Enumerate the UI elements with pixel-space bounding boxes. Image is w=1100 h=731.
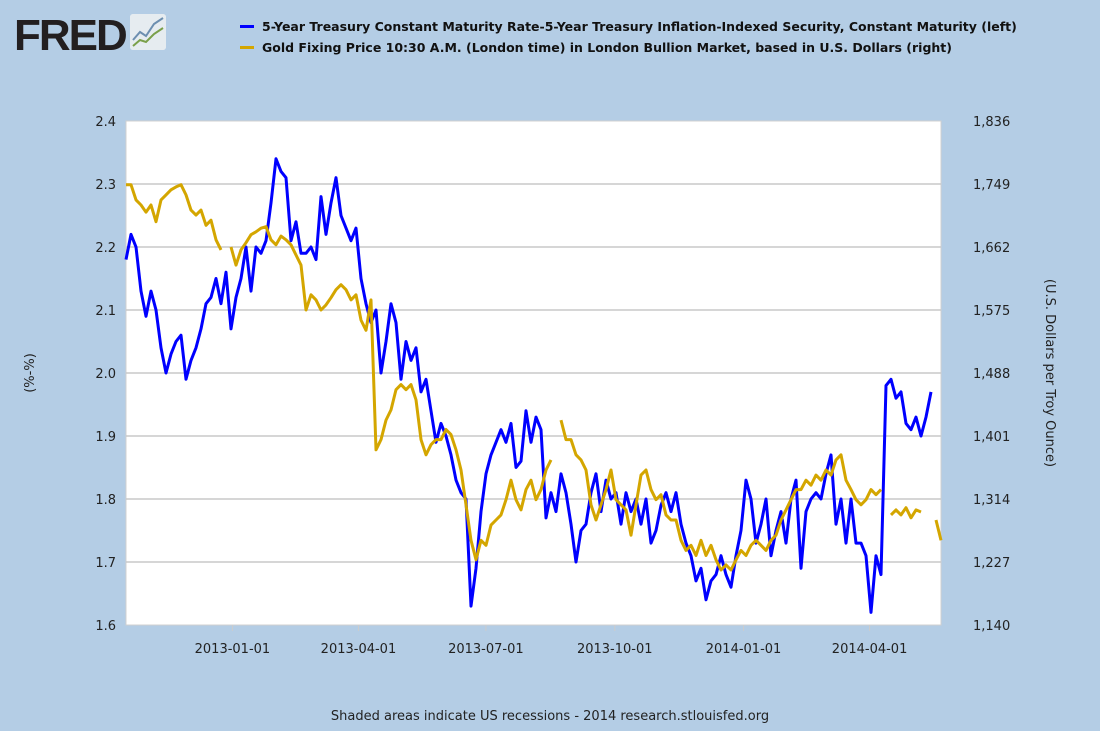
x-tick-label: 2013-04-01 [321,642,397,657]
legend-item-series2: Gold Fixing Price 10:30 A.M. (London tim… [240,39,1020,56]
y-tick-label-left: 2.4 [95,115,116,130]
y-tick-label-right: 1,749 [973,178,1010,193]
series-line-gold-price [126,183,943,572]
y-tick-label-right: 1,140 [973,619,1010,634]
y-tick-label-right: 1,227 [973,556,1010,571]
chart-legend: 5-Year Treasury Constant Maturity Rate-5… [240,18,1020,60]
y-tick-label-right: 1,488 [973,367,1010,382]
chart-logo-icon [129,14,166,50]
y-tick-label-left: 2.2 [95,241,116,256]
y-tick-label-left: 2.0 [95,367,116,382]
y-tick-label-left: 1.7 [95,556,116,571]
y-axis-label-right: (U.S. Dollars per Troy Ounce) [1042,279,1057,467]
x-tick-label: 2013-07-01 [448,642,524,657]
fred-logo[interactable]: FRED [14,14,166,58]
y-tick-label-right: 1,836 [973,115,1010,130]
y-tick-label-left: 1.9 [95,430,116,445]
logo-text: FRED [14,11,128,60]
x-tick-label: 2014-04-01 [832,642,908,657]
x-tick-label: 2013-01-01 [195,642,271,657]
legend-label-series1: 5-Year Treasury Constant Maturity Rate-5… [262,19,1017,34]
x-tick-label: 2013-10-01 [577,642,653,657]
y-tick-label-left: 1.6 [95,619,116,634]
y-tick-label-right: 1,401 [973,430,1010,445]
y-tick-label-right: 1,662 [973,241,1010,256]
legend-item-series1: 5-Year Treasury Constant Maturity Rate-5… [240,18,1020,35]
y-tick-label-left: 2.1 [95,304,116,319]
legend-swatch-gold [240,46,254,49]
legend-label-series2: Gold Fixing Price 10:30 A.M. (London tim… [262,40,952,55]
y-tick-label-left: 1.8 [95,493,116,508]
y-tick-label-right: 1,314 [973,493,1010,508]
x-tick-label: 2014-01-01 [706,642,782,657]
legend-swatch-blue [240,25,254,28]
footer-note: Shaded areas indicate US recessions - 20… [330,709,770,724]
y-tick-label-right: 1,575 [973,304,1010,319]
y-axis-label-left: (%-%) [23,353,38,393]
y-tick-label-left: 2.3 [95,178,116,193]
